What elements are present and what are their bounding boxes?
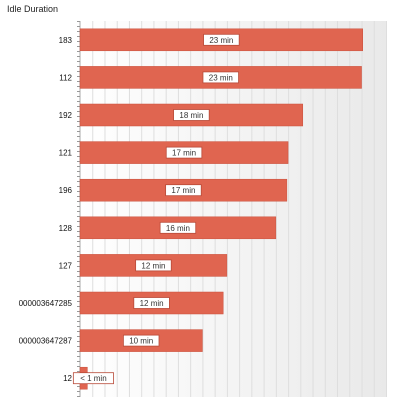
category-label: 192 xyxy=(59,111,73,120)
data-label-text: 17 min xyxy=(171,186,195,195)
data-label: 10 min xyxy=(123,334,160,347)
category-label: 128 xyxy=(59,224,73,233)
data-label: < 1 min xyxy=(72,372,114,385)
category-label: 12 xyxy=(63,374,72,383)
category-label: 121 xyxy=(59,149,73,158)
data-label: 17 min xyxy=(165,184,202,197)
category-label: 127 xyxy=(59,261,73,270)
data-label-text: 12 min xyxy=(140,299,164,308)
data-label: 23 min xyxy=(202,71,239,84)
data-label-text: 18 min xyxy=(179,111,203,120)
category-label: 000003647285 xyxy=(19,299,73,308)
data-label-box xyxy=(203,33,240,46)
data-label-box xyxy=(72,372,114,385)
data-label-box xyxy=(165,184,202,197)
data-label-text: 23 min xyxy=(209,36,233,45)
data-label-text: 10 min xyxy=(129,337,153,346)
data-label: 12 min xyxy=(133,297,170,309)
data-label-box xyxy=(135,259,172,272)
data-label-text: 23 min xyxy=(209,73,233,82)
category-label: 112 xyxy=(59,73,72,82)
data-label-text: 12 min xyxy=(141,261,165,270)
data-label: 23 min xyxy=(203,33,240,46)
data-label: 18 min xyxy=(173,109,210,121)
data-label: 17 min xyxy=(165,146,203,159)
data-label-box xyxy=(133,297,170,309)
chart-title: Idle Duration xyxy=(7,4,59,14)
category-label: 183 xyxy=(59,36,73,45)
data-label: 12 min xyxy=(135,259,172,272)
category-label: 000003647287 xyxy=(19,337,73,346)
category-label: 196 xyxy=(59,186,73,195)
data-label: 16 min xyxy=(159,221,197,234)
bar-data-labels: 23 min 23 min 18 min 17 min 17 min 16 min 12 m… xyxy=(72,33,240,385)
data-label-box xyxy=(123,334,160,347)
data-label-text: 17 min xyxy=(172,149,196,158)
data-label-box xyxy=(202,71,239,84)
data-label-box xyxy=(173,109,210,121)
data-label-box xyxy=(165,146,203,159)
y-axis-ticks xyxy=(77,21,80,397)
data-label-text: < 1 min xyxy=(80,374,106,383)
data-label-text: 16 min xyxy=(166,224,190,233)
category-labels: 183 112 192 121 196 128 127 000003647285 0000036… xyxy=(19,36,73,383)
data-label-box xyxy=(159,221,197,234)
